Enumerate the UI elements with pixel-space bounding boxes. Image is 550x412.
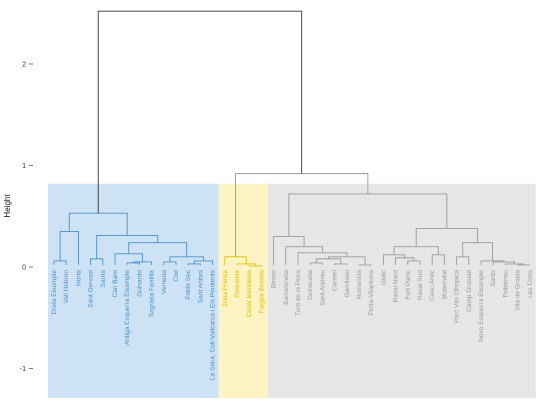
y-tick-label: 0 — [22, 265, 26, 272]
leaf-label: Porta-Vilapicina — [368, 270, 375, 316]
y-axis-title: Height — [3, 194, 12, 218]
y-tick-label: -1 — [20, 366, 26, 373]
cluster-bands — [48, 183, 536, 398]
leaf-label: Barceloneta — [283, 270, 290, 305]
link-38 — [97, 10, 303, 214]
leaf-label: Raval Nord — [393, 270, 400, 303]
leaf-label: Sant Andreu — [319, 270, 326, 306]
leaf-label: Parc Vila Olimpica — [454, 270, 461, 323]
leaf-label: Maternitat — [441, 270, 448, 299]
band-cluster_3 — [267, 183, 536, 398]
leaf-label: Sants — [490, 269, 497, 286]
leaf-label: Poble Sec — [185, 269, 192, 299]
leaf-label: Vall Hebron — [63, 270, 70, 304]
dendrogram-links — [53, 10, 530, 267]
leaf-label: Besos — [271, 269, 278, 288]
leaf-label: Can Baro — [112, 270, 119, 298]
leaf-label: Sarria — [100, 270, 107, 288]
leaf-label: Les Corts — [527, 269, 534, 298]
leaf-label: Horta — [75, 270, 82, 286]
leaf-label: La Salut, Coll-Vallcarca i Els Penitents — [210, 269, 217, 380]
leaf-label: Garcilaso — [344, 270, 351, 298]
y-tick-label: 2 — [22, 62, 26, 69]
leaf-labels: Dreta Eixample Vall Hebron Horta Sant Gerva… — [51, 269, 534, 380]
leaf-label: Zona Franca — [222, 270, 229, 307]
leaf-label: Clot — [173, 270, 180, 282]
leaf-label: Sant Gervasi — [88, 270, 95, 308]
leaf-label: Numancia — [356, 270, 363, 300]
leaf-label: Guineueta — [307, 270, 314, 300]
leaf-label: Sant Antoni — [197, 270, 204, 303]
leaf-label: Ciutat Meridiana — [246, 270, 253, 318]
leaf-label: Turo de la Peira — [295, 270, 302, 316]
leaf-label: Antiga Esquerra Eixample — [124, 270, 131, 346]
leaf-label: Raval Sud — [417, 270, 424, 300]
leaf-label: Nova Esquerra Eixample — [478, 270, 485, 342]
leaf-label: Dreta Eixample — [51, 270, 58, 315]
band-cluster_1 — [48, 183, 219, 398]
leaf-label: Gotic — [380, 269, 387, 285]
leaf-label: Casc Antic — [429, 269, 436, 300]
y-tick-label: 1 — [22, 163, 26, 170]
y-axis: -1 0 1 2 — [20, 62, 33, 373]
leaf-label: Fargas Bessos — [258, 269, 265, 313]
leaf-label: Guinardo — [136, 270, 143, 297]
leaf-label: Carmel — [332, 269, 339, 291]
band-cluster_2 — [218, 183, 268, 398]
leaf-label: Poblenou — [502, 270, 509, 298]
leaf-label: Camp Grassot — [466, 270, 473, 312]
leaf-label: Verneda — [161, 270, 168, 295]
leaf-label: Vila de Gracia — [515, 270, 522, 311]
leaf-label: Fort Pienc — [405, 269, 412, 299]
leaf-label: Roquetes — [234, 269, 241, 298]
leaf-label: Sagrada Familia — [149, 270, 156, 318]
